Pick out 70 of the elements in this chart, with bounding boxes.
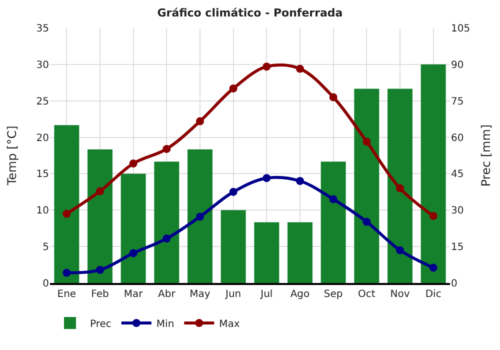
bar [120,174,146,283]
bar [154,162,180,283]
point [429,212,438,220]
y-tick-label: 5 [42,242,49,254]
y-tick-label: 35 [36,24,49,34]
y2-tick-label: 60 [451,132,464,144]
x-tick-label: Oct [358,289,376,300]
bar [288,222,312,283]
x-tick-label: Ago [290,289,310,300]
point [229,84,238,92]
y2-tick-label: 75 [451,96,464,108]
bar [320,162,346,283]
point [329,195,338,204]
y-tick-label: 0 [42,278,49,290]
y2-tick-label: 0 [451,278,458,290]
chart-title: Gráfico climático - Ponferrada [157,6,343,20]
point [262,174,271,182]
point [62,268,71,277]
y-tick-label: 25 [36,96,49,108]
point [429,264,438,272]
y2-axis-title: Prec [mm] [479,124,493,187]
bar [220,210,246,283]
x-tick-label: Mar [124,289,144,300]
x-tick-label: Jul [260,289,273,300]
bar [388,88,412,283]
y-tick-label: 30 [36,60,49,71]
legend-label: Max [219,318,240,330]
y2-tick-label: 105 [451,24,470,34]
point [262,62,271,71]
x-tick-label: Abr [158,289,176,300]
point [229,188,238,196]
point [129,249,138,258]
y2-tick-label: 90 [451,60,464,71]
bar [254,222,280,283]
bar [420,64,446,283]
x-tick-label: May [190,289,210,300]
y2-tick-label: 15 [451,242,464,254]
y-tick-label: 20 [36,132,49,144]
y-axis-title: Temp [°C] [5,126,19,186]
y2-tick-label: 30 [451,206,464,217]
point [62,210,71,218]
point [329,93,338,102]
point [396,184,404,192]
bar [188,149,212,283]
y2-tick-label: 45 [451,169,464,180]
point [162,234,171,243]
y-tick-label: 15 [36,169,49,180]
point [96,266,104,274]
bar [354,88,380,283]
point [396,246,404,254]
legend-label: Min [156,318,174,330]
point [96,187,104,196]
x-tick-label: Sep [324,289,343,300]
y-tick-label: 10 [36,206,49,217]
x-tick-label: Jun [224,289,242,300]
legend-label: Prec [90,318,112,330]
point [196,117,204,126]
bar [88,149,112,283]
point [362,138,371,146]
point [162,144,171,153]
bar [54,125,80,283]
point [129,160,138,168]
point [296,177,304,185]
x-tick-label: Ene [57,289,76,300]
point [296,64,304,73]
point [362,218,371,226]
x-tick-label: Feb [91,289,109,300]
x-tick-label: Dic [425,289,442,300]
point [196,212,204,221]
x-tick-label: Nov [390,289,410,300]
